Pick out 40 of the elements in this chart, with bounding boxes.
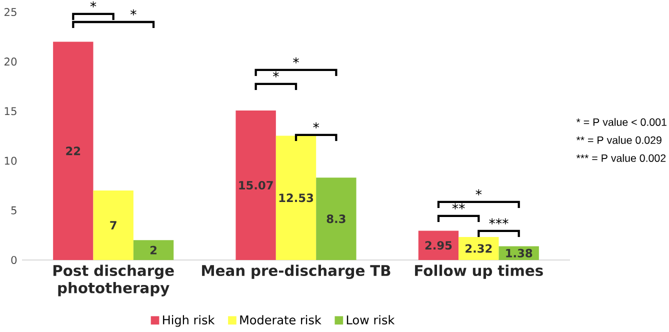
annotation: *** xyxy=(489,218,508,224)
y-tick-label: 5 xyxy=(11,206,16,214)
text: *** = P value 0.002 xyxy=(576,154,666,162)
data-label: 12.53 xyxy=(279,194,314,202)
bar xyxy=(418,230,459,260)
x-tick-label: Post discharge phototherapy xyxy=(53,264,174,296)
bar xyxy=(316,178,356,260)
y-tick-label: 20 xyxy=(4,58,17,66)
data-label: 2 xyxy=(150,246,156,254)
annotation: * xyxy=(130,9,136,16)
annotation: * xyxy=(293,57,299,64)
bar xyxy=(93,190,134,260)
legend-label: High risk xyxy=(163,315,215,327)
bar xyxy=(133,240,174,260)
text: ** = P value 0.029 xyxy=(576,136,662,144)
data-label: 7 xyxy=(110,221,116,230)
text: * = P value < 0.001 xyxy=(576,118,666,126)
annotation: ** xyxy=(452,203,465,210)
y-tick-label: 15 xyxy=(4,107,16,116)
data-label: 8.3 xyxy=(326,214,346,224)
annotation: * xyxy=(313,122,320,128)
y-tick-label: 0 xyxy=(11,256,17,264)
annotation: * xyxy=(476,189,482,196)
x-tick-label: Follow up times xyxy=(415,264,543,279)
data-label: 2.95 xyxy=(425,241,452,250)
y-tick-label: 10 xyxy=(4,156,17,165)
bar xyxy=(458,236,499,260)
annotation: * xyxy=(272,71,279,78)
y-tick-label: 25 xyxy=(4,8,16,16)
data-label: 22 xyxy=(66,146,80,156)
legend-label: Moderate risk xyxy=(240,315,322,324)
bar xyxy=(236,110,276,260)
data-label: 2.32 xyxy=(466,244,492,253)
data-label: 15.07 xyxy=(239,180,273,190)
text: * xyxy=(90,1,96,8)
data-label: 1.38 xyxy=(506,248,532,258)
x-tick-label: Mean pre-discharge TB xyxy=(202,264,390,279)
bar xyxy=(276,136,316,260)
legend-label: Low risk xyxy=(346,315,395,324)
bar xyxy=(53,42,94,260)
